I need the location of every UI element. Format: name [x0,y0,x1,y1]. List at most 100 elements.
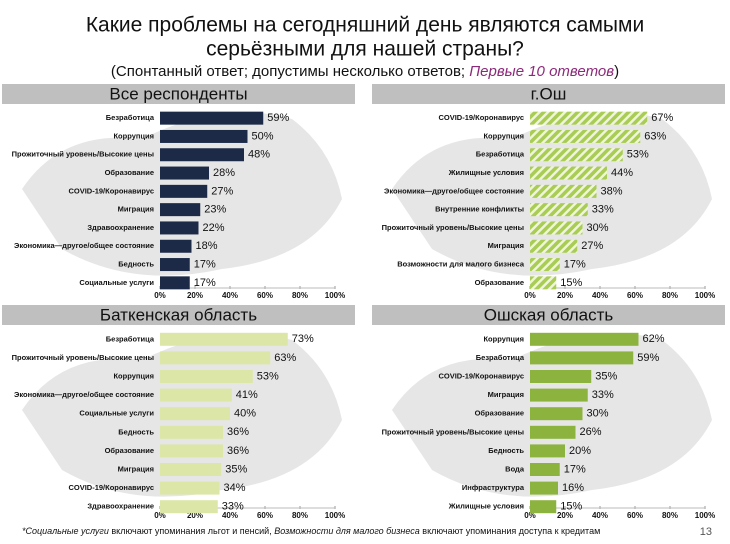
value-label: 36% [227,445,249,457]
category-label: Безработица [106,113,155,122]
value-label: 44% [611,167,633,179]
x-tick-label: 100% [695,511,715,520]
value-label: 63% [644,130,666,142]
value-label: 53% [257,370,279,382]
value-label: 35% [595,370,617,382]
category-label: Вода [505,464,525,473]
category-label: Прожиточный уровень/Высокие цены [12,353,154,362]
category-label: Жилищные условия [448,168,524,177]
category-label: Образование [475,409,524,418]
category-label: Безработица [476,150,525,159]
bar [160,481,220,495]
category-label: Прожиточный уровень/Высокие цены [382,427,524,436]
category-label: Экономика—другое/общее состояние [384,186,524,195]
value-label: 36% [227,426,249,438]
bar [530,276,557,290]
value-label: 35% [225,463,247,475]
bar [160,370,253,383]
bar [530,129,641,143]
value-label: 67% [651,112,673,124]
value-label: 17% [194,277,216,289]
bar [530,166,607,180]
x-tick-label: 100% [325,291,345,300]
bar [530,203,588,217]
category-label: Бедность [488,446,524,455]
value-label: 40% [234,408,256,420]
bar [160,129,248,143]
category-label: Социальные услуги [79,278,154,287]
value-label: 18% [196,240,218,252]
value-label: 20% [569,445,591,457]
x-tick-label: 60% [627,291,643,300]
x-tick-label: 60% [257,291,273,300]
footnote-part: включают упоминания доступа к кредитам [420,526,600,536]
bar [160,221,199,235]
value-label: 38% [601,185,623,197]
value-label: 30% [587,408,609,420]
bar [160,444,223,458]
category-label: Безработица [106,334,155,343]
x-tick-label: 20% [187,511,203,520]
value-label: 16% [562,482,584,494]
category-label: Коррупция [483,334,524,343]
footnote: *Социальные услуги включают упоминания л… [22,526,600,536]
x-tick-label: 100% [695,291,715,300]
bar [530,111,648,125]
bar [160,388,232,402]
value-label: 23% [204,204,226,216]
panel-header [2,305,355,325]
category-label: Бедность [118,260,154,269]
value-label: 62% [643,333,665,345]
value-label: 15% [560,501,582,513]
x-tick-label: 0% [154,511,166,520]
category-label: Жилищные условия [448,502,524,511]
value-label: 53% [627,149,649,161]
category-label: Коррупция [113,371,154,380]
value-label: 30% [587,222,609,234]
bar [530,239,578,253]
bar [530,351,634,365]
bar [160,111,264,125]
value-label: 59% [637,352,659,364]
panel-header [372,305,725,325]
x-tick-label: 80% [292,511,308,520]
category-label: COVID-19/Коронавирус [68,483,154,492]
value-label: 28% [213,167,235,179]
x-tick-label: 20% [557,291,573,300]
footnote-part: Возможности для малого бизнеса [274,526,420,536]
panel-title: Ошская область [484,305,614,324]
category-label: Миграция [488,390,524,399]
value-label: 17% [564,463,586,475]
bar [160,463,222,476]
value-label: 34% [224,482,246,494]
bar [160,239,192,253]
bar [160,258,190,272]
x-tick-label: 80% [662,511,678,520]
bar [530,148,623,162]
value-label: 48% [248,149,270,161]
x-tick-label: 60% [257,511,273,520]
bar [160,148,244,162]
value-label: 50% [252,130,274,142]
x-tick-label: 40% [592,291,608,300]
value-label: 27% [581,240,603,252]
category-label: Здравоохранение [87,502,154,511]
category-label: Возможности для малого бизнеса [397,260,525,269]
value-label: 26% [580,426,602,438]
panel-title: Все респонденты [109,84,247,103]
category-label: COVID-19/Коронавирус [438,371,524,380]
footnote-part: включают упоминания льгот и пенсий, [109,526,274,536]
bar [530,370,592,383]
x-tick-label: 100% [325,511,345,520]
bar [160,276,190,290]
bar [160,351,271,365]
subtitle-text: ) [614,63,619,80]
value-label: 15% [560,277,582,289]
category-label: Миграция [118,464,154,473]
bar [530,481,558,495]
x-tick-label: 80% [662,291,678,300]
x-tick-label: 0% [154,291,166,300]
footnote-part: *Социальные услуги [22,526,109,536]
bar [530,332,639,346]
